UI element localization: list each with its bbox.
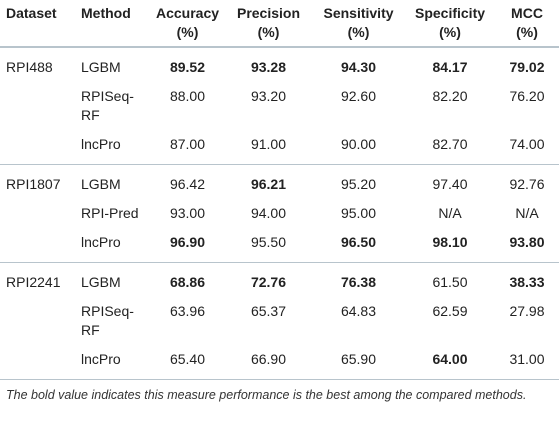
- value-cell: 95.50: [225, 228, 312, 263]
- value-cell: 95.20: [340, 176, 377, 192]
- value-cell: 76.38: [340, 274, 377, 290]
- empty-cell: [0, 345, 75, 380]
- method-cell: lncPro: [75, 130, 150, 165]
- value-cell: 94.30: [340, 59, 377, 75]
- footnote: The bold value indicates this measure pe…: [6, 388, 527, 402]
- value-cell: 93.80: [495, 228, 559, 263]
- header-cell: MCC (%): [495, 0, 559, 48]
- dataset-cell: RPI1807: [6, 176, 61, 192]
- value-cell: 68.86: [169, 274, 206, 290]
- value-cell: 63.96: [169, 303, 206, 319]
- value-cell: 88.00: [169, 88, 206, 104]
- value-cell: 87.00: [150, 130, 225, 165]
- method-cell: LGBM: [81, 59, 121, 75]
- method-cell: RPISeq-RF: [81, 303, 134, 338]
- header-cell: Accuracy (%): [150, 0, 225, 48]
- value-cell: 97.40: [432, 176, 468, 192]
- empty-cell: [0, 130, 75, 165]
- value-cell: 62.59: [432, 303, 468, 319]
- value-cell: 72.76: [250, 274, 287, 290]
- header-cell: Dataset: [0, 0, 75, 48]
- value-cell: 65.90: [312, 345, 405, 380]
- empty-cell: [0, 228, 75, 263]
- value-cell: 38.33: [509, 274, 545, 290]
- value-cell: 61.50: [432, 274, 468, 290]
- method-cell: LGBM: [81, 274, 121, 290]
- value-cell: 91.00: [225, 130, 312, 165]
- value-cell: 74.00: [495, 130, 559, 165]
- value-cell: 64.00: [405, 345, 495, 380]
- table-row: lncPro 65.40 66.90 65.90 64.00 31.00: [0, 345, 559, 380]
- header-cell: Method: [75, 0, 150, 48]
- value-cell: 96.21: [250, 176, 287, 192]
- dataset-cell: RPI488: [6, 59, 53, 75]
- table-row: RPI1807 LGBM 96.42 96.21 95.20 97.40 92.76: [0, 165, 559, 200]
- header-cell: Specificity (%): [405, 0, 495, 48]
- table-body: RPI488 LGBM 89.52 93.28 94.30 84.17 79.02 RPISe…: [0, 47, 559, 380]
- method-cell: lncPro: [75, 345, 150, 380]
- value-cell: 82.20: [432, 88, 468, 104]
- method-cell: lncPro: [75, 228, 150, 263]
- method-cell: RPI-Pred: [81, 205, 139, 221]
- table-row: RPISeq-RF 88.00 93.20 92.60 82.20 76.20: [0, 82, 559, 130]
- value-cell: 96.90: [150, 228, 225, 263]
- value-cell: N/A: [515, 205, 539, 221]
- table-row: RPI-Pred 93.00 94.00 95.00 N/A N/A: [0, 199, 559, 228]
- value-cell: 98.10: [405, 228, 495, 263]
- empty-cell: [0, 297, 75, 345]
- value-cell: 64.83: [340, 303, 377, 319]
- value-cell: 94.00: [250, 205, 287, 221]
- value-cell: 93.00: [169, 205, 206, 221]
- table-row: RPI488 LGBM 89.52 93.28 94.30 84.17 79.02: [0, 47, 559, 82]
- results-table: Dataset Method Accuracy (%) Precision (%) Se…: [0, 0, 559, 380]
- value-cell: 76.20: [509, 88, 545, 104]
- header-row: Dataset Method Accuracy (%) Precision (%) Se…: [0, 0, 559, 48]
- value-cell: 96.42: [169, 176, 206, 192]
- value-cell: 93.28: [250, 59, 287, 75]
- value-cell: N/A: [438, 205, 462, 221]
- value-cell: 89.52: [169, 59, 206, 75]
- value-cell: 66.90: [225, 345, 312, 380]
- table-row: lncPro 87.00 91.00 90.00 82.70 74.00: [0, 130, 559, 165]
- value-cell: 96.50: [312, 228, 405, 263]
- table-row: RPI2241 LGBM 68.86 72.76 76.38 61.50 38.33: [0, 263, 559, 298]
- table-row: lncPro 96.90 95.50 96.50 98.10 93.80: [0, 228, 559, 263]
- header-cell: Precision (%): [225, 0, 312, 48]
- empty-cell: [0, 82, 75, 130]
- value-cell: 27.98: [509, 303, 545, 319]
- table-figure: Dataset Method Accuracy (%) Precision (%) Se…: [0, 0, 559, 402]
- dataset-cell: RPI2241: [6, 274, 61, 290]
- value-cell: 92.60: [340, 88, 377, 104]
- value-cell: 65.37: [250, 303, 287, 319]
- value-cell: 90.00: [312, 130, 405, 165]
- value-cell: 92.76: [509, 176, 545, 192]
- method-cell: RPISeq-RF: [81, 88, 134, 123]
- value-cell: 82.70: [405, 130, 495, 165]
- value-cell: 95.00: [340, 205, 377, 221]
- value-cell: 65.40: [150, 345, 225, 380]
- value-cell: 93.20: [250, 88, 287, 104]
- header-cell: Sensitivity (%): [312, 0, 405, 48]
- value-cell: 31.00: [495, 345, 559, 380]
- value-cell: 84.17: [432, 59, 468, 75]
- empty-cell: [0, 199, 75, 228]
- table-row: RPISeq-RF 63.96 65.37 64.83 62.59 27.98: [0, 297, 559, 345]
- value-cell: 79.02: [509, 59, 545, 75]
- method-cell: LGBM: [81, 176, 121, 192]
